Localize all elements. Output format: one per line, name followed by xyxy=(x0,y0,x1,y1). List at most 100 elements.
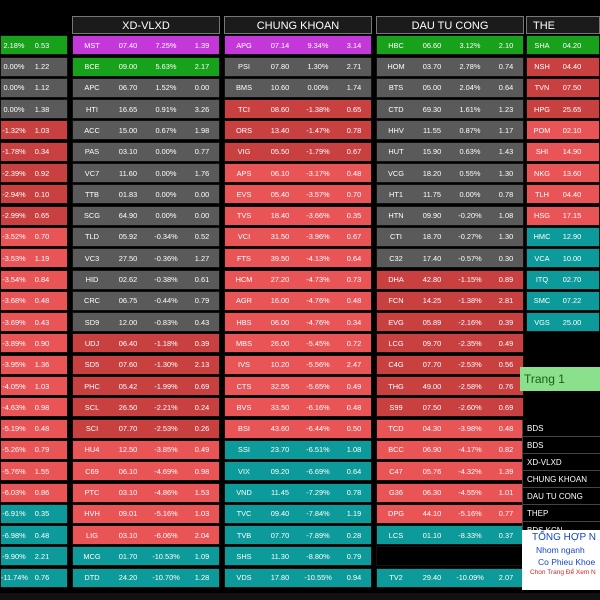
stock-row[interactable]: SHS 11.30 -8.80% 0.79 xyxy=(224,546,372,567)
stock-row[interactable]: BCC 06.90 -4.17% 0.82 xyxy=(376,439,524,460)
sector-menu-item[interactable]: CHUNG KHOAN xyxy=(522,471,600,488)
stock-row[interactable]: HTN 09.90 -0.20% 1.08 xyxy=(376,205,524,226)
stock-row[interactable]: VGS 25.00 xyxy=(526,312,600,333)
stock-row[interactable]: -6.98% 0.48 xyxy=(0,525,68,546)
stock-row[interactable]: -6.91% 0.35 xyxy=(0,503,68,524)
stock-row[interactable]: VND 11.45 -7.29% 0.78 xyxy=(224,482,372,503)
stock-row[interactable]: HBS 06.00 -4.76% 0.34 xyxy=(224,312,372,333)
stock-row[interactable]: HCM 27.20 -4.73% 0.73 xyxy=(224,269,372,290)
stock-row[interactable]: VCI 31.50 -3.96% 0.67 xyxy=(224,226,372,247)
stock-row[interactable]: HID 02.62 -0.38% 0.61 xyxy=(72,269,220,290)
stock-row[interactable]: SCL 26.50 -2.21% 0.24 xyxy=(72,397,220,418)
stock-row[interactable]: PTC 03.10 -4.86% 1.53 xyxy=(72,482,220,503)
stock-row[interactable]: LIG 03.10 -6.06% 2.04 xyxy=(72,525,220,546)
stock-row[interactable]: EVG 05.89 -2.16% 0.39 xyxy=(376,312,524,333)
stock-row[interactable]: DHA 42.80 -1.15% 0.89 xyxy=(376,269,524,290)
stock-row[interactable]: BSI 43.60 -6.44% 0.50 xyxy=(224,418,372,439)
trang-1-button[interactable]: Trang 1 xyxy=(520,367,600,391)
stock-row[interactable]: DPG 44.10 -5.16% 0.77 xyxy=(376,503,524,524)
stock-row[interactable]: -3.54% 0.84 xyxy=(0,269,68,290)
stock-row[interactable]: BTS 05.00 2.04% 0.64 xyxy=(376,77,524,98)
stock-row[interactable]: -3.69% 0.43 xyxy=(0,312,68,333)
stock-row[interactable]: VCA 10.00 xyxy=(526,248,600,269)
stock-row[interactable]: C47 05.76 -4.32% 1.39 xyxy=(376,461,524,482)
stock-row[interactable]: LCG 09.70 -2.35% 0.49 xyxy=(376,333,524,354)
stock-row[interactable]: -1.78% 0.34 xyxy=(0,141,68,162)
stock-row[interactable]: -2.94% 0.10 xyxy=(0,184,68,205)
panel-title[interactable]: XD-VLXD xyxy=(72,16,220,34)
sector-menu-item[interactable]: BDS xyxy=(522,420,600,437)
stock-row[interactable]: SHA 04.20 xyxy=(526,35,600,56)
stock-row[interactable]: C69 06.10 -4.69% 0.98 xyxy=(72,461,220,482)
stock-row[interactable] xyxy=(376,546,524,567)
stock-row[interactable]: -5.76% 1.55 xyxy=(0,461,68,482)
stock-row[interactable]: HPG 25.65 xyxy=(526,99,600,120)
stock-row[interactable]: 0.00% 1.22 xyxy=(0,56,68,77)
stock-row[interactable]: TVN 07.50 xyxy=(526,77,600,98)
stock-row[interactable]: NKG 13.60 xyxy=(526,163,600,184)
stock-row[interactable]: -3.68% 0.48 xyxy=(0,290,68,311)
stock-row[interactable]: IVS 10.20 -5.56% 2.47 xyxy=(224,354,372,375)
stock-row[interactable]: 2.18% 0.53 xyxy=(0,35,68,56)
stock-row[interactable]: VC3 27.50 -0.36% 1.27 xyxy=(72,248,220,269)
sector-menu-item[interactable]: BDS xyxy=(522,437,600,454)
stock-row[interactable]: CTD 69.30 1.61% 1.23 xyxy=(376,99,524,120)
stock-row[interactable]: -11.74% 0.76 xyxy=(0,567,68,588)
stock-row[interactable]: HBC 06.60 3.12% 2.10 xyxy=(376,35,524,56)
stock-row[interactable]: -9.90% 2.21 xyxy=(0,546,68,567)
stock-row[interactable]: HTI 16.65 0.91% 3.26 xyxy=(72,99,220,120)
stock-row[interactable]: ACC 15.00 0.67% 1.98 xyxy=(72,120,220,141)
stock-row[interactable]: C4G 07.70 -2.53% 0.56 xyxy=(376,354,524,375)
stock-row[interactable]: -2.99% 0.65 xyxy=(0,205,68,226)
stock-row[interactable]: MCG 01.70 -10.53% 1.09 xyxy=(72,546,220,567)
stock-row[interactable]: APC 06.70 1.52% 0.00 xyxy=(72,77,220,98)
stock-row[interactable]: -3.52% 0.70 xyxy=(0,226,68,247)
stock-row[interactable]: APS 06.10 -3.17% 0.48 xyxy=(224,163,372,184)
stock-row[interactable]: TVS 18.40 -3.66% 0.35 xyxy=(224,205,372,226)
stock-row[interactable]: HT1 11.75 0.00% 0.78 xyxy=(376,184,524,205)
stock-row[interactable]: AGR 16.00 -4.76% 0.48 xyxy=(224,290,372,311)
stock-row[interactable]: LCS 01.10 -8.33% 0.37 xyxy=(376,525,524,546)
stock-row[interactable]: VC7 11.60 0.00% 1.76 xyxy=(72,163,220,184)
stock-row[interactable]: SSI 23.70 -6.51% 1.08 xyxy=(224,439,372,460)
stock-row[interactable]: -2.39% 0.92 xyxy=(0,163,68,184)
stock-row[interactable]: APG 07.14 9.34% 3.14 xyxy=(224,35,372,56)
stock-row[interactable]: VIG 05.50 -1.79% 0.67 xyxy=(224,141,372,162)
stock-row[interactable]: HOM 03.70 2.78% 0.74 xyxy=(376,56,524,77)
stock-row[interactable]: SCI 07.70 -2.53% 0.26 xyxy=(72,418,220,439)
stock-row[interactable]: -4.05% 1.03 xyxy=(0,376,68,397)
stock-row[interactable]: NSH 04.40 xyxy=(526,56,600,77)
stock-row[interactable]: -6.03% 0.86 xyxy=(0,482,68,503)
stock-row[interactable]: VDS 17.80 -10.55% 0.94 xyxy=(224,567,372,588)
stock-row[interactable]: HMC 12.90 xyxy=(526,226,600,247)
stock-row[interactable]: -5.19% 0.48 xyxy=(0,418,68,439)
stock-row[interactable]: PHC 05.42 -1.99% 0.69 xyxy=(72,376,220,397)
stock-row[interactable]: BMS 10.60 0.00% 1.74 xyxy=(224,77,372,98)
sector-menu-item[interactable]: THEP xyxy=(522,505,600,522)
stock-row[interactable]: VIX 09.20 -6.69% 0.64 xyxy=(224,461,372,482)
stock-row[interactable]: POM 02.10 xyxy=(526,120,600,141)
stock-row[interactable]: HSG 17.15 xyxy=(526,205,600,226)
stock-row[interactable]: FTS 39.50 -4.13% 0.64 xyxy=(224,248,372,269)
stock-row[interactable]: MBS 26.00 -5.45% 0.72 xyxy=(224,333,372,354)
stock-row[interactable]: -3.95% 1.36 xyxy=(0,354,68,375)
stock-row[interactable]: C32 17.40 -0.57% 0.30 xyxy=(376,248,524,269)
stock-row[interactable]: -3.53% 1.19 xyxy=(0,248,68,269)
stock-row[interactable]: TVB 07.70 -7.89% 0.28 xyxy=(224,525,372,546)
stock-row[interactable]: 0.00% 1.38 xyxy=(0,99,68,120)
stock-row[interactable]: TLD 05.92 -0.34% 0.52 xyxy=(72,226,220,247)
stock-row[interactable]: TTB 01.83 0.00% 0.00 xyxy=(72,184,220,205)
panel-title[interactable]: CHUNG KHOAN xyxy=(224,16,372,34)
stock-row[interactable]: -3.89% 0.90 xyxy=(0,333,68,354)
stock-row[interactable]: PAS 03.10 0.00% 0.77 xyxy=(72,141,220,162)
stock-row[interactable]: THG 49.00 -2.58% 0.76 xyxy=(376,376,524,397)
stock-row[interactable]: HUT 15.90 0.63% 1.43 xyxy=(376,141,524,162)
stock-row[interactable]: -5.26% 0.79 xyxy=(0,439,68,460)
stock-row[interactable]: CTS 32.55 -5.65% 0.49 xyxy=(224,376,372,397)
stock-row[interactable]: SCG 64.90 0.00% 0.00 xyxy=(72,205,220,226)
stock-row[interactable]: EVS 05.40 -3.57% 0.70 xyxy=(224,184,372,205)
tong-hop-nhom-nganh[interactable]: Nhom nganh xyxy=(536,545,585,555)
stock-row[interactable]: TCD 04.30 -3.98% 0.48 xyxy=(376,418,524,439)
stock-row[interactable]: VCG 18.20 0.55% 1.30 xyxy=(376,163,524,184)
panel-title[interactable]: THE xyxy=(526,16,600,34)
